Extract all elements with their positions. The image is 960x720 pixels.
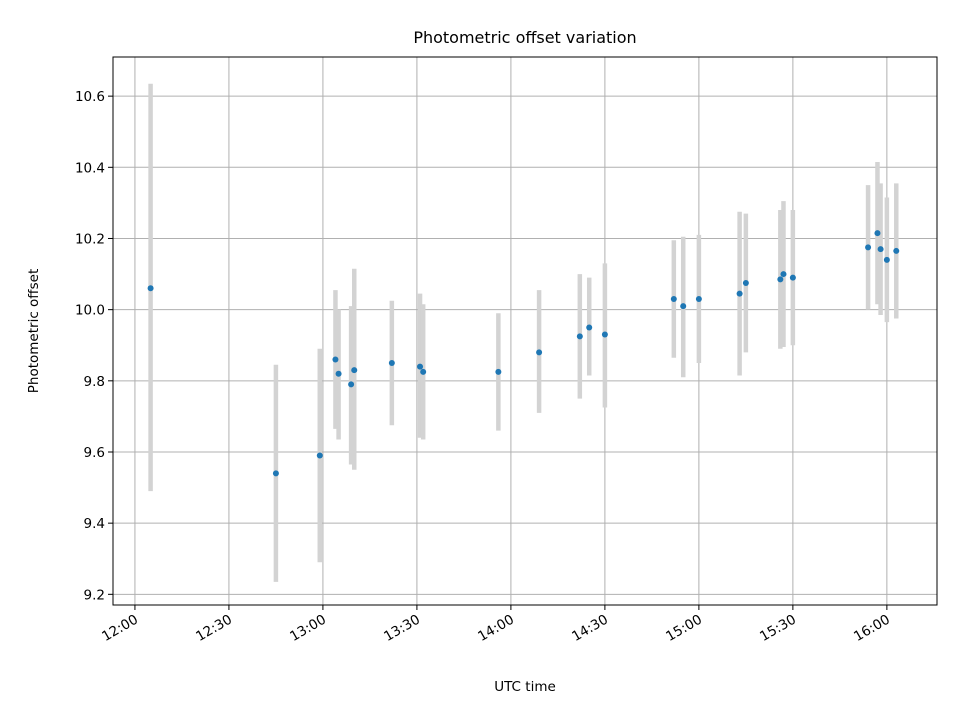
axis-ticks: 12:00 12:30 13:00 13:30 14:00 14:30 15:00 15:30… bbox=[75, 89, 893, 645]
data-point bbox=[883, 256, 890, 263]
y-axis-label: Photometric offset bbox=[26, 269, 42, 393]
y-tick-label: 10.6 bbox=[75, 89, 105, 105]
data-point bbox=[335, 370, 342, 377]
y-tick-label: 9.4 bbox=[84, 516, 105, 532]
y-tick-label: 10.2 bbox=[75, 231, 105, 247]
data-points bbox=[147, 230, 900, 477]
data-point bbox=[586, 324, 593, 331]
data-point bbox=[789, 274, 796, 281]
data-point bbox=[695, 295, 702, 302]
data-point bbox=[874, 230, 881, 237]
y-tick-label: 9.2 bbox=[84, 587, 105, 603]
data-point bbox=[351, 367, 358, 374]
data-point bbox=[893, 247, 900, 254]
data-point bbox=[495, 368, 502, 375]
data-point bbox=[865, 244, 872, 251]
x-tick-label: 13:30 bbox=[381, 612, 423, 645]
data-point bbox=[742, 279, 749, 286]
x-tick-label: 14:30 bbox=[569, 612, 611, 645]
x-tick-label: 15:30 bbox=[757, 612, 799, 645]
data-point bbox=[272, 470, 279, 477]
data-point bbox=[536, 349, 543, 356]
data-point bbox=[777, 276, 784, 283]
y-tick-label: 10.4 bbox=[75, 160, 105, 176]
x-axis-label: UTC time bbox=[494, 679, 556, 695]
data-point bbox=[576, 333, 583, 340]
y-tick-label: 9.8 bbox=[84, 374, 105, 390]
data-point bbox=[877, 246, 884, 253]
x-tick-label: 15:00 bbox=[663, 612, 705, 645]
data-point bbox=[388, 360, 395, 367]
x-tick-label: 12:00 bbox=[99, 612, 141, 645]
y-tick-label: 10.0 bbox=[75, 303, 105, 319]
error-bars bbox=[148, 83, 899, 582]
data-point bbox=[736, 290, 743, 297]
x-tick-label: 12:30 bbox=[193, 612, 235, 645]
grid bbox=[113, 57, 937, 605]
data-point bbox=[420, 368, 427, 375]
data-point bbox=[670, 295, 677, 302]
x-tick-label: 13:00 bbox=[287, 612, 329, 645]
data-point bbox=[348, 381, 355, 388]
data-point bbox=[780, 271, 787, 278]
x-tick-label: 16:00 bbox=[851, 612, 893, 645]
data-point bbox=[147, 285, 154, 292]
data-point bbox=[417, 363, 424, 370]
data-point bbox=[332, 356, 339, 363]
y-tick-label: 9.6 bbox=[84, 445, 105, 461]
data-point bbox=[601, 331, 608, 338]
data-point bbox=[316, 452, 323, 459]
x-tick-label: 14:00 bbox=[475, 612, 517, 645]
data-point bbox=[680, 303, 687, 310]
chart-title: Photometric offset variation bbox=[413, 28, 636, 47]
plot-frame bbox=[112, 56, 938, 606]
